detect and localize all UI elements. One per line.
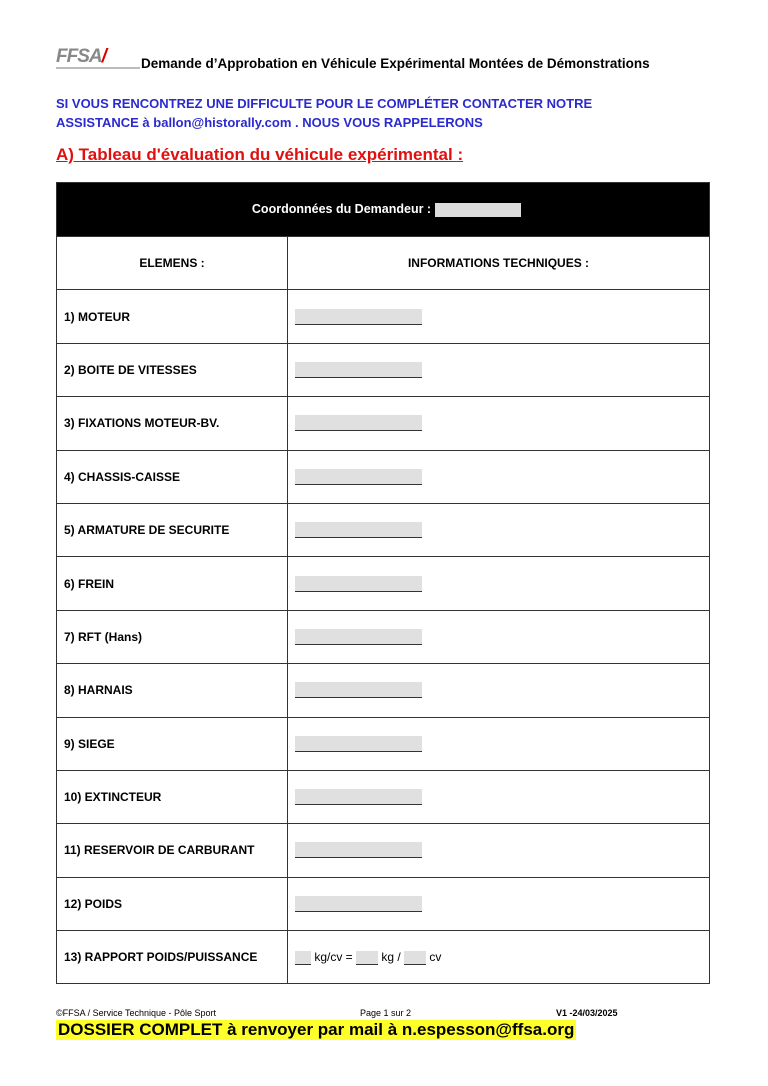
table-row: 7) RFT (Hans) [56, 609, 710, 665]
info-field[interactable] [295, 842, 422, 859]
table-row: 8) HARNAIS [56, 663, 710, 718]
table-row: 2) BOITE DE VITESSES [56, 342, 710, 398]
table-row: 9) SIEGE [56, 716, 710, 771]
table-row: 13) RAPPORT POIDS/PUISSANCE kg/cv = kg /… [56, 930, 710, 985]
table-row: 12) POIDS [56, 876, 710, 932]
info-cell [287, 609, 710, 665]
element-label: 13) RAPPORT POIDS/PUISSANCE [56, 930, 288, 985]
info-cell [287, 396, 710, 451]
element-label: 5) ARMATURE DE SECURITE [56, 502, 288, 558]
document-title: Demande d’Approbation en Véhicule Expéri… [141, 56, 650, 71]
assistance-notice: SI VOUS RENCONTREZ UNE DIFFICULTE POUR L… [56, 94, 592, 132]
evaluation-table: Coordonnées du Demandeur : ELEMENS : INFO… [56, 182, 710, 985]
notice-line-1: SI VOUS RENCONTREZ UNE DIFFICULTE POUR L… [56, 96, 593, 111]
info-field[interactable] [295, 575, 422, 592]
table-row: 1) MOTEUR [56, 289, 710, 344]
logo-tagline [56, 67, 140, 69]
notice-line-2: ASSISTANCE à ballon@historally.com . NOU… [56, 115, 483, 130]
info-field[interactable] [295, 468, 422, 485]
element-label: 8) HARNAIS [56, 663, 288, 718]
footer-page: Page 1 sur 2 [360, 1008, 412, 1018]
table-row: 6) FREIN [56, 556, 710, 611]
footer-copyright: ©FFSA / Service Technique - Pôle Sport [56, 1008, 217, 1018]
info-field[interactable] [295, 628, 422, 645]
element-label: 6) FREIN [56, 556, 288, 611]
info-cell [287, 556, 710, 611]
info-field[interactable] [295, 789, 422, 806]
unit-kg: kg / [381, 949, 401, 964]
info-field[interactable] [295, 735, 422, 752]
info-field[interactable] [295, 361, 422, 378]
element-label: 9) SIEGE [56, 716, 288, 771]
section-title: A) Tableau d'évaluation du véhicule expé… [56, 145, 464, 164]
col-header-info: INFORMATIONS TECHNIQUES : [287, 235, 710, 291]
element-label: 4) CHASSIS-CAISSE [56, 449, 288, 504]
element-label: 2) BOITE DE VITESSES [56, 342, 288, 398]
table-row: 3) FIXATIONS MOTEUR-BV. [56, 396, 710, 451]
footer-version: V1 -24/03/2025 [556, 1008, 618, 1018]
banner-label: Coordonnées du Demandeur : [251, 202, 432, 217]
element-label: 3) FIXATIONS MOTEUR-BV. [56, 396, 288, 451]
applicant-field[interactable] [435, 202, 522, 217]
table-row: 5) ARMATURE DE SECURITE [56, 502, 710, 558]
info-cell [287, 289, 710, 344]
ffsa-logo: FFSA/ [56, 46, 107, 67]
info-cell [287, 663, 710, 718]
info-field[interactable] [295, 895, 422, 912]
ratio-field[interactable] [295, 950, 311, 965]
element-label: 11) RESERVOIR DE CARBURANT [56, 823, 288, 878]
ratio-cell: kg/cv = kg / cv [287, 930, 710, 985]
info-cell [287, 876, 710, 932]
element-label: 12) POIDS [56, 876, 288, 932]
unit-cv: cv [429, 949, 442, 964]
table-row: 11) RESERVOIR DE CARBURANT [56, 823, 710, 878]
info-cell [287, 716, 710, 771]
applicant-banner: Coordonnées du Demandeur : [56, 182, 710, 237]
info-cell [287, 769, 710, 825]
weight-field[interactable] [356, 950, 379, 965]
info-cell [287, 502, 710, 558]
submission-banner: DOSSIER COMPLET à renvoyer par mail à n.… [56, 1020, 577, 1040]
info-field[interactable] [295, 682, 422, 699]
info-field[interactable] [295, 308, 422, 325]
info-cell [287, 449, 710, 504]
element-label: 10) EXTINCTEUR [56, 769, 288, 825]
info-cell [287, 823, 710, 878]
element-label: 1) MOTEUR [56, 289, 288, 344]
info-field[interactable] [295, 415, 422, 432]
unit-kgcv: kg/cv = [314, 949, 353, 964]
element-label: 7) RFT (Hans) [56, 609, 288, 665]
table-row: 10) EXTINCTEUR [56, 769, 710, 825]
col-header-elements: ELEMENS : [56, 235, 288, 291]
info-field[interactable] [295, 522, 422, 539]
info-cell [287, 342, 710, 398]
table-row: 4) CHASSIS-CAISSE [56, 449, 710, 504]
power-field[interactable] [404, 950, 427, 965]
